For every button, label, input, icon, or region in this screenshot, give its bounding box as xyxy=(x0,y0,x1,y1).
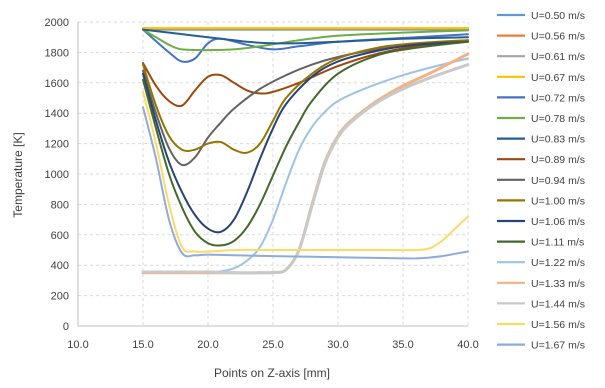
series-lines xyxy=(141,27,470,275)
x-tick-label: 40.0 xyxy=(457,339,478,351)
series-line xyxy=(141,63,470,275)
axes xyxy=(77,22,468,327)
legend-label: U=1.11 m/s xyxy=(531,237,584,249)
legend-label: U=1.56 m/s xyxy=(531,319,585,331)
legend-label: U=0.56 m/s xyxy=(531,31,585,43)
y-tick-label: 0 xyxy=(63,321,69,333)
y-tick-label: 1600 xyxy=(45,78,69,90)
legend-label: U=1.00 m/s xyxy=(531,195,585,207)
legend-label: U=0.67 m/s xyxy=(531,72,585,84)
legend-label: U=1.06 m/s xyxy=(531,216,585,228)
y-tick-label: 1400 xyxy=(45,108,69,120)
legend-label: U=0.61 m/s xyxy=(531,51,585,63)
series-line xyxy=(142,28,469,45)
legend-label: U=0.94 m/s xyxy=(531,175,585,187)
y-tick-label: 600 xyxy=(51,230,69,242)
series-line xyxy=(142,39,469,154)
legend-label: U=0.89 m/s xyxy=(531,154,585,166)
series-line xyxy=(142,39,469,167)
y-tick-label: 200 xyxy=(51,291,69,303)
legend: U=0.50 m/s U=0.56 m/s U=0.61 m/s U=0.67 m/s… xyxy=(497,10,585,352)
gridlines xyxy=(78,21,469,326)
series-line xyxy=(141,52,470,275)
series-line xyxy=(142,40,469,247)
legend-label: U=1.22 m/s xyxy=(531,257,585,269)
series-line xyxy=(142,57,469,274)
y-tick-label: 400 xyxy=(51,260,69,272)
y-tick-label: 1200 xyxy=(45,139,69,151)
legend-label: U=1.67 m/s xyxy=(531,340,585,352)
legend-label: U=1.44 m/s xyxy=(531,298,585,310)
legend-label: U=0.83 m/s xyxy=(531,134,585,146)
x-tick-label: 35.0 xyxy=(392,339,413,351)
tick-labels: 0 200 400 600 800 1000 1200 1400 1600 1800 2000 10.… xyxy=(45,17,479,351)
y-tick-label: 2000 xyxy=(45,17,69,29)
series-line xyxy=(142,40,469,234)
y-axis-label: Temperature [K] xyxy=(11,132,25,217)
series-line xyxy=(142,39,469,108)
y-tick-label: 1000 xyxy=(45,169,69,181)
y-tick-label: 1800 xyxy=(45,47,69,59)
legend-label: U=0.50 m/s xyxy=(531,10,585,22)
x-tick-label: 30.0 xyxy=(327,339,348,351)
x-tick-label: 20.0 xyxy=(197,339,218,351)
x-tick-label: 10.0 xyxy=(67,339,88,351)
x-tick-label: 25.0 xyxy=(262,339,283,351)
legend-label: U=0.72 m/s xyxy=(531,92,585,104)
x-tick-label: 15.0 xyxy=(132,339,153,351)
legend-label: U=0.78 m/s xyxy=(531,113,585,125)
y-tick-label: 800 xyxy=(51,199,69,211)
legend-label: U=1.33 m/s xyxy=(531,278,585,290)
series-line xyxy=(142,90,469,253)
series-line xyxy=(142,106,469,260)
series-line xyxy=(142,28,469,52)
x-axis-label: Points on Z-axis [mm] xyxy=(214,366,330,380)
